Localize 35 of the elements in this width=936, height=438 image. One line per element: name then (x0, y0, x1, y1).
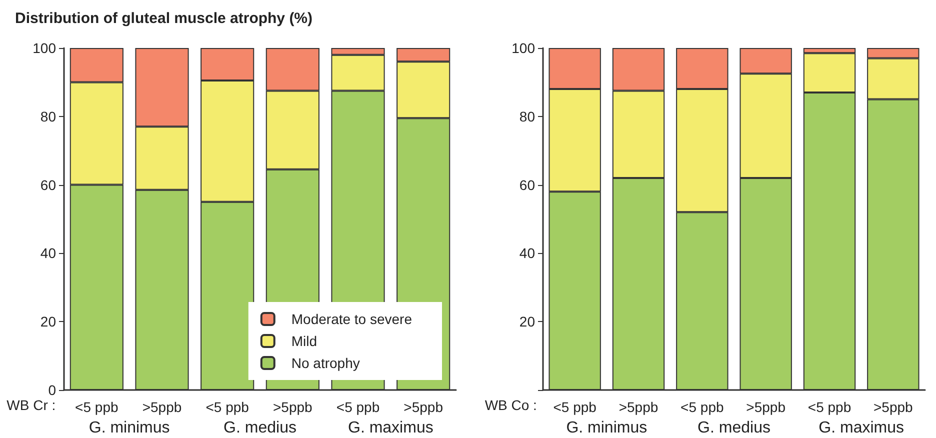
y-tick-label: 0 (48, 382, 56, 398)
text: G. maximus (348, 420, 434, 436)
text: WB Co : (484, 397, 537, 413)
x-tick-label: <5 ppb (808, 399, 852, 415)
y-tick-label: 60 (519, 176, 536, 193)
y-tick-label: 100 (32, 40, 56, 56)
text: G. medius (224, 420, 296, 436)
y-tick-label: 40 (40, 245, 56, 262)
x-tick-label: >5ppb (874, 399, 914, 415)
text: G. minimus (88, 420, 170, 436)
y-tick-label: 20 (519, 314, 536, 330)
x-tick-label: <5 ppb (553, 399, 597, 415)
x-tick-label: <5 ppb (680, 399, 724, 415)
legend-label: No atrophy (291, 355, 360, 371)
x-tick-label: <5 ppb (75, 399, 118, 415)
y-tick-label: 80 (40, 108, 56, 124)
x-tick-label: <5 ppb (206, 399, 250, 415)
text: G. medius (698, 420, 770, 436)
y-tick-label: 100 (512, 40, 536, 56)
legend-label: Mild (291, 333, 318, 349)
x-tick-label: >5ppb (404, 399, 444, 415)
chart-title: Distribution of gluteal muscle atrophy (%) (15, 10, 313, 27)
x-tick-label: <5 ppb (336, 399, 380, 415)
x-tick-label: >5ppb (618, 399, 658, 415)
y-tick-label: 60 (40, 176, 56, 193)
x-tick-label: >5ppb (273, 399, 313, 415)
y-tick-label: 20 (40, 314, 56, 330)
y-tick-label: 80 (519, 108, 536, 124)
text: WB Cr : (6, 397, 56, 413)
legend-label: Moderate to severe (291, 311, 412, 327)
text: G. minimus (566, 420, 648, 436)
x-tick-label: >5ppb (746, 399, 786, 415)
x-tick-label: >5ppb (142, 399, 182, 415)
y-tick-label: 40 (519, 245, 536, 262)
text: G. maximus (818, 420, 904, 436)
